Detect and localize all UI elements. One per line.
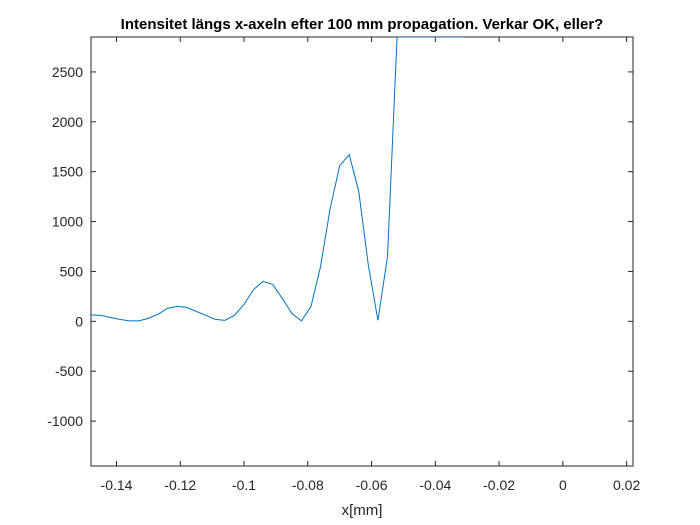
x-axis-label: x[mm] [342, 502, 383, 519]
y-tick-label: 0 [75, 313, 83, 329]
y-tick-label: 1500 [52, 164, 83, 180]
y-tick-label: -500 [55, 363, 83, 379]
y-tick-label: 2500 [52, 64, 83, 80]
x-axis: -0.14 -0.12 -0.1 -0.08 -0.06 -0.04 -0.02 0 0.02 [101, 37, 640, 493]
x-tick-label: -0.12 [164, 477, 196, 493]
x-tick-label: -0.04 [419, 477, 451, 493]
chart-title: Intensitet längs x-axeln efter 100 mm pr… [121, 16, 604, 33]
y-axis: -1000 -500 0 500 1000 1500 2000 2500 [47, 64, 633, 429]
y-tick-label: 2000 [52, 114, 83, 130]
series-group [91, 37, 465, 322]
y-tick-label: 1000 [52, 214, 83, 230]
x-tick-label: 0.02 [613, 477, 640, 493]
series-line [91, 37, 465, 322]
y-tick-label: -1000 [47, 413, 83, 429]
plot-area [90, 36, 634, 467]
x-tick-label: -0.1 [232, 477, 256, 493]
x-tick-label: 0 [559, 477, 567, 493]
x-tick-label: -0.02 [483, 477, 515, 493]
x-tick-label: -0.08 [292, 477, 324, 493]
x-tick-label: -0.14 [101, 477, 133, 493]
x-tick-label: -0.06 [356, 477, 388, 493]
y-tick-label: 500 [60, 263, 84, 279]
